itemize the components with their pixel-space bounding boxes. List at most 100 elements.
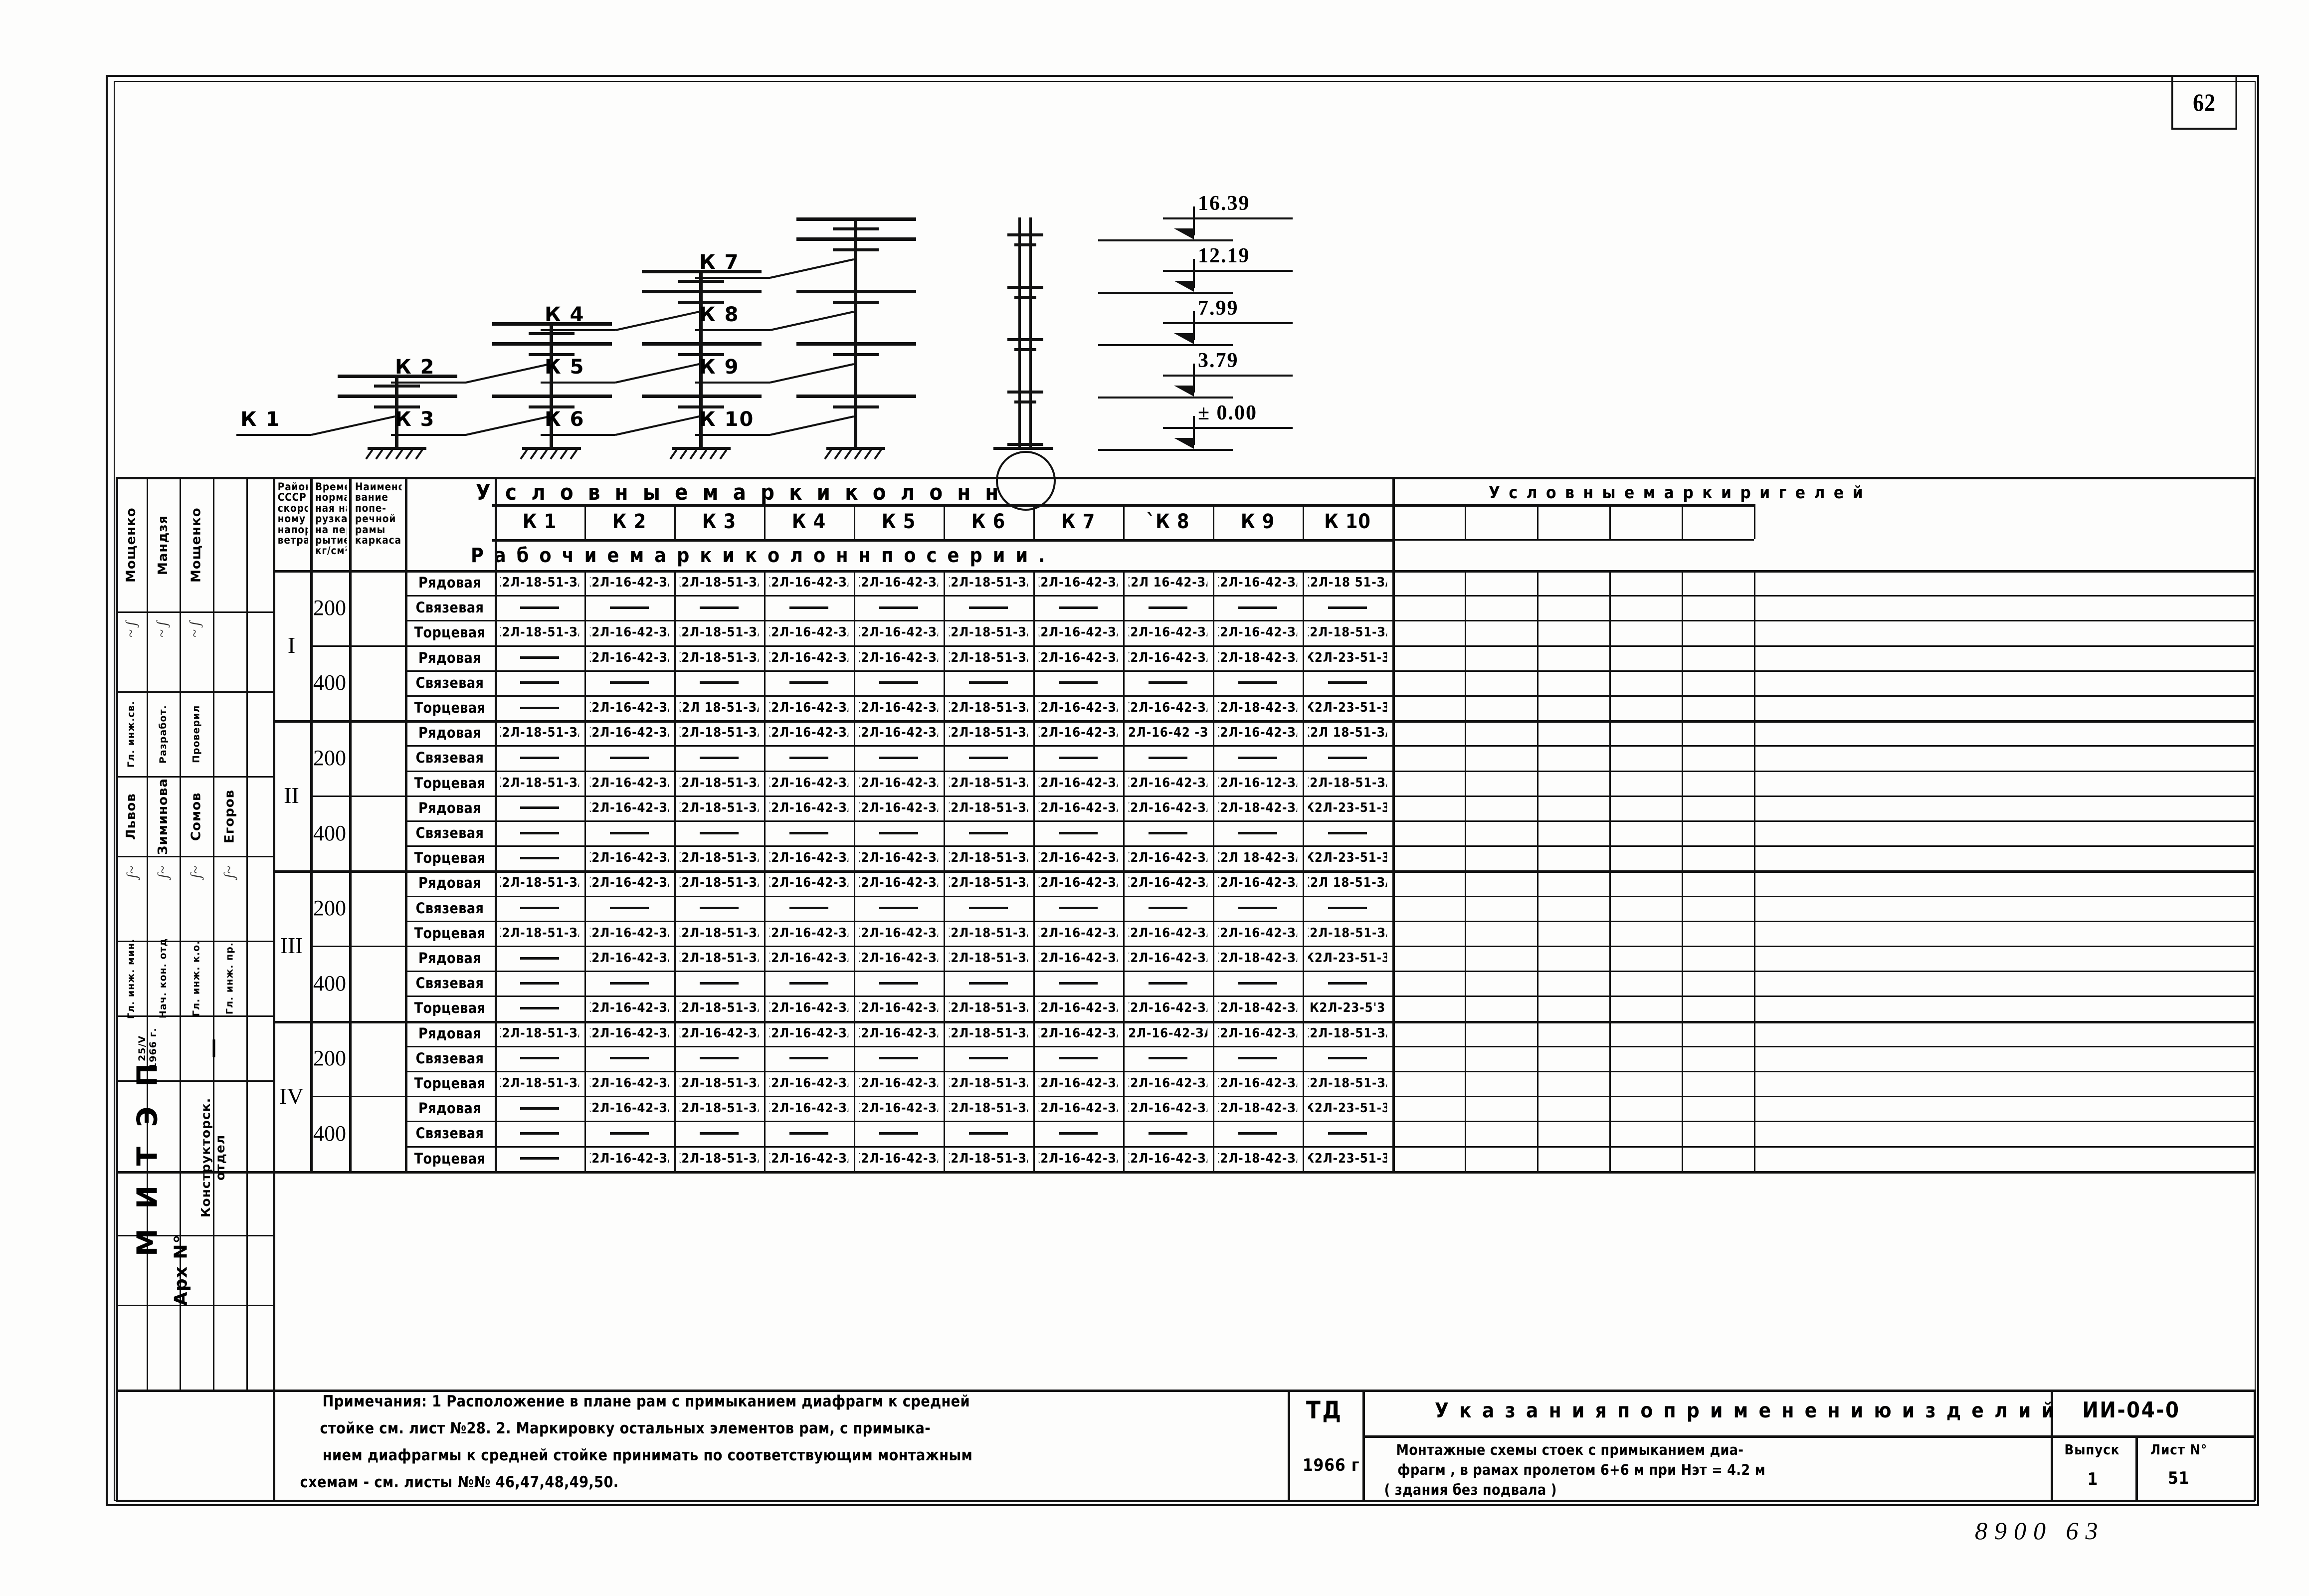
empty-dash xyxy=(1149,606,1187,609)
column-head-1 xyxy=(338,375,457,378)
column-mark-label: К 10 xyxy=(699,408,755,431)
mark-cell-empty xyxy=(1123,595,1213,620)
mark-cell: К2Л-16-42-ЗА xyxy=(859,925,938,941)
table-hline xyxy=(310,946,2255,947)
table-vline xyxy=(944,504,945,539)
empty-dash xyxy=(700,1057,739,1060)
row-type-label: Связевая xyxy=(415,899,484,917)
empty-dash xyxy=(520,806,559,809)
column-mark-label: К 3 xyxy=(395,408,435,431)
issue-value: 1 xyxy=(2087,1469,2099,1489)
load-cell-IV-200: 200 xyxy=(313,1046,346,1071)
mark-cell-empty xyxy=(764,745,854,770)
beam-cell xyxy=(1537,720,1609,745)
mark-cell: К2Л-16-42-ЗА xyxy=(1039,850,1118,866)
table-hline xyxy=(405,1146,2255,1148)
mark-cell: К2Л-16-42-ЗА xyxy=(770,1076,848,1091)
beam-cell xyxy=(1392,870,1465,895)
beam-cell xyxy=(1682,645,1754,670)
mark-cell-empty xyxy=(854,745,944,770)
stamp-vline xyxy=(213,477,214,1390)
mark-cell-empty xyxy=(495,1096,584,1121)
empty-dash xyxy=(1059,982,1098,985)
beam-cell xyxy=(1392,1046,1465,1071)
mark-cell-empty xyxy=(1123,971,1213,996)
mark-cell-empty xyxy=(1123,1046,1213,1071)
stamp-hline xyxy=(116,477,273,479)
table-hline xyxy=(405,745,2255,747)
leader-horizontal xyxy=(541,382,615,384)
beam-cell xyxy=(1465,771,1537,796)
column-mark-header-9: К 9 xyxy=(1240,510,1275,533)
sheet-outer-frame xyxy=(106,75,2259,1506)
beam-line-4-2 xyxy=(796,342,916,346)
ground-base-line xyxy=(522,447,581,450)
mark-cell: К2Л-18-51-ЗА xyxy=(500,875,579,891)
beam-cell xyxy=(1537,971,1609,996)
load-cell-III-200: 200 xyxy=(313,896,346,921)
mark-cell-empty xyxy=(1213,1121,1303,1146)
table-vline xyxy=(674,570,676,1171)
row-type-label: Рядовая xyxy=(418,724,482,742)
beam-cell xyxy=(1609,971,1682,996)
mark-cell-empty xyxy=(764,1046,854,1071)
stamp-title-0: Гл. инж. мин. xyxy=(126,938,137,1019)
corbel-4-2 xyxy=(833,353,879,356)
column-mark-label: К 8 xyxy=(699,303,740,326)
mark-cell: К2Л-16-42-ЗА xyxy=(1039,625,1118,640)
column-mark-header-8: `К 8 xyxy=(1146,510,1190,533)
beam-cell xyxy=(1392,1096,1465,1121)
beam-cell xyxy=(1609,570,1682,595)
empty-dash xyxy=(969,756,1008,759)
beam-line-1-1 xyxy=(338,395,457,398)
row-type-label: Рядовая xyxy=(418,874,482,892)
empty-dash xyxy=(610,831,649,834)
mark-cell: К2Л-23-51-3 xyxy=(1308,1151,1387,1166)
beam-cell xyxy=(1609,1071,1682,1096)
mark-cell: К2Л-23-51-3 xyxy=(1308,1101,1387,1116)
column-mark-header-2: К 2 xyxy=(612,510,647,533)
beam-cell xyxy=(1465,1121,1537,1146)
empty-dash xyxy=(1149,1132,1187,1135)
leader-horizontal xyxy=(695,434,770,436)
beam-cell xyxy=(1609,946,1682,971)
stamp-role-0: Гл. инж.св. xyxy=(126,701,137,768)
mark-cell-empty xyxy=(1303,1046,1392,1071)
beam-cell xyxy=(1537,620,1609,645)
row-type-label: Торцевая xyxy=(414,699,486,717)
beam-cell xyxy=(1537,1071,1609,1096)
hatch-line xyxy=(365,449,374,460)
mark-cell: К2Л-16-42-ЗА xyxy=(590,775,669,791)
elevation-value: 3.79 xyxy=(1198,349,1239,372)
mark-cell: К2Л-16-42-ЗА xyxy=(770,951,848,966)
header-frame: Наимено- вание попе- речной рамы каркаса xyxy=(355,481,401,547)
mark-cell: К2Л-16-42 -ЗА xyxy=(1128,725,1207,741)
mark-cell: К2Л-16-42-ЗА xyxy=(859,575,938,591)
stamp-hline xyxy=(116,691,273,693)
mark-cell: К2Л-18-51-ЗА xyxy=(500,625,579,640)
mark-cell: К2Л-18-51-ЗА xyxy=(949,725,1028,741)
td-year: 1966 г xyxy=(1302,1455,1360,1475)
signature2-2: ʃ~ xyxy=(188,866,204,878)
mark-cell: К2Л-23-51-3 xyxy=(1308,700,1387,716)
mark-cell: К2Л-16-42-ЗА xyxy=(770,575,848,591)
table-hline xyxy=(273,1020,2255,1023)
beam-cell xyxy=(1682,695,1754,720)
foundation-circle xyxy=(996,451,1056,511)
mark-cell: К2Л-18-42-ЗА xyxy=(1218,700,1297,716)
empty-dash xyxy=(1328,1057,1367,1060)
beam-cell xyxy=(1609,620,1682,645)
hatch-line xyxy=(669,449,678,460)
mark-cell-empty xyxy=(1123,745,1213,770)
beam-cell xyxy=(1609,796,1682,820)
row-type-label: Связевая xyxy=(415,749,484,767)
series-code: ИИ-04-0 xyxy=(2082,1397,2180,1423)
empty-dash xyxy=(700,831,739,834)
mark-cell: К2Л-18-51-ЗА xyxy=(949,1025,1028,1041)
mark-cell-empty xyxy=(674,1046,764,1071)
beam-cell xyxy=(1392,720,1465,745)
mark-cell: К2Л-18-51-ЗА xyxy=(680,850,759,866)
note-line-4: схемам - см. листы №№ 46,47,48,49,50. xyxy=(300,1473,619,1491)
empty-dash xyxy=(520,957,559,960)
mark-cell: К2Л-16-42-ЗА xyxy=(590,725,669,741)
